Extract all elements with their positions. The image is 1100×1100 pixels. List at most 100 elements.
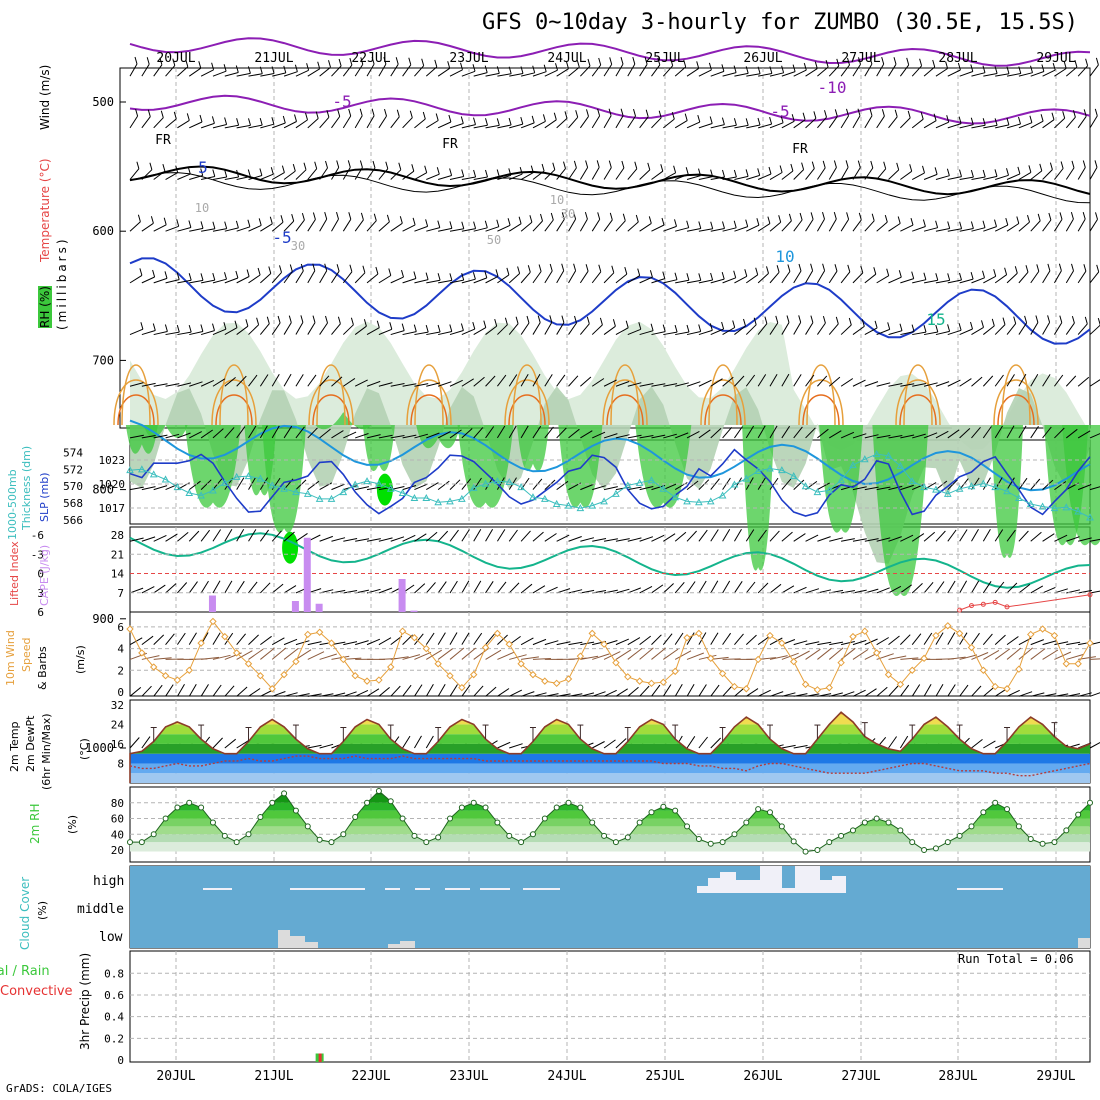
- wind-speed-marker: [635, 677, 644, 685]
- wind-barb-feather: [288, 315, 292, 323]
- wind10-barb: [1006, 647, 1022, 660]
- thickness-marker: [706, 497, 715, 505]
- wind-barb-feather: [883, 161, 887, 169]
- wind-barb: [449, 529, 459, 542]
- rh-point: [944, 839, 951, 846]
- wind-barb: [544, 640, 559, 646]
- wind-barb: [165, 225, 179, 232]
- thickness-marker: [849, 461, 857, 469]
- wind-barb-feather: [769, 66, 773, 74]
- wind-barb: [425, 531, 438, 542]
- wind-barb: [1042, 374, 1051, 387]
- wind-barb: [994, 581, 1005, 594]
- wind-barb: [769, 425, 778, 439]
- wind-barb-feather: [236, 118, 240, 126]
- wind-barb-feather: [531, 115, 535, 124]
- rh-point: [707, 840, 714, 847]
- wind-barb-feather: [312, 212, 316, 220]
- wind-barb-feather: [698, 168, 701, 176]
- precip-total-label: Total / Rain: [0, 964, 50, 979]
- wind-barb-feather: [744, 269, 748, 277]
- wind-barb: [378, 434, 393, 439]
- wind-barb: [437, 67, 450, 77]
- wind-barb: [473, 124, 488, 129]
- rh-point: [849, 827, 856, 834]
- wind-barb-feather: [673, 165, 677, 173]
- wind-speed-marker: [730, 682, 739, 691]
- wind-barb: [840, 431, 855, 439]
- wind-barb: [438, 175, 452, 180]
- high-cloud-block: [736, 880, 760, 893]
- wind-barb: [710, 70, 725, 77]
- wind-barb: [757, 173, 772, 180]
- wind-barb: [319, 66, 331, 77]
- wind-barb: [651, 170, 664, 180]
- wind-barb: [982, 426, 992, 439]
- wind-barb-feather: [527, 265, 531, 273]
- warm-contour: [602, 379, 648, 426]
- wind-barb: [248, 529, 257, 542]
- wind-barb: [271, 172, 285, 180]
- wind-barb: [591, 64, 602, 77]
- wind-barb: [378, 637, 392, 646]
- wind-barb-feather: [160, 110, 164, 118]
- wind-speed-marker: [872, 649, 881, 657]
- wind-barb: [947, 429, 960, 439]
- wind-barb: [189, 121, 203, 129]
- wind-barb: [295, 532, 308, 542]
- wind-barb: [912, 226, 926, 232]
- wind-barb: [698, 479, 710, 490]
- wind-barb: [912, 279, 927, 284]
- isotherm--10C: [129, 37, 1091, 67]
- wind-barb: [745, 374, 756, 387]
- wind-barb: [1018, 584, 1031, 594]
- warm-contour: [215, 394, 253, 426]
- wind-barb: [520, 172, 534, 180]
- thickness-marker: [825, 486, 834, 494]
- wind-barb: [201, 228, 215, 232]
- wind-barb: [449, 176, 464, 181]
- wind-barb: [473, 176, 488, 181]
- warm-contour: [117, 394, 155, 426]
- wind-speed-marker: [707, 654, 715, 663]
- wind-speed-marker: [458, 683, 466, 692]
- wind-barb: [781, 373, 790, 387]
- wind-barb: [864, 63, 873, 77]
- wind-barb: [710, 428, 722, 439]
- wind-barb: [1077, 167, 1086, 180]
- wind-barb: [651, 224, 665, 232]
- wind-barb: [449, 580, 458, 594]
- wind-barb: [710, 580, 719, 594]
- wind-barb: [1006, 223, 1020, 232]
- wind-barb: [651, 331, 666, 336]
- wind-barb-feather: [887, 322, 891, 330]
- warm-contour: [512, 364, 542, 426]
- wind-barb: [1042, 693, 1057, 697]
- wind-barb: [520, 221, 533, 232]
- wind-barb: [793, 169, 804, 180]
- wind-barb: [307, 374, 317, 387]
- wind-barb: [165, 383, 180, 387]
- wind-barb: [473, 327, 487, 335]
- wind-barb: [983, 226, 997, 232]
- precip-tick-label: 0.8: [104, 967, 124, 980]
- wind-barb-feather: [881, 56, 885, 65]
- wind-barb: [840, 64, 850, 77]
- wind-barb: [852, 589, 867, 594]
- wind-barb: [947, 329, 962, 336]
- wind-barb: [994, 274, 1007, 284]
- wind10-barb: [674, 650, 692, 660]
- wind-barb: [923, 683, 932, 697]
- wind-barb: [722, 528, 731, 542]
- wind-barb: [342, 115, 352, 129]
- wind-barb: [639, 536, 654, 542]
- wind-barb: [295, 640, 310, 646]
- wind-barb: [343, 431, 357, 439]
- wind-barb-feather: [212, 323, 215, 331]
- wind-barb-feather: [301, 212, 305, 221]
- wind-barb: [200, 122, 215, 129]
- wind-barb: [307, 219, 316, 232]
- wind-barb-feather: [328, 60, 331, 68]
- wind-barb-feather: [608, 160, 612, 168]
- wind-barb-feather: [757, 168, 761, 176]
